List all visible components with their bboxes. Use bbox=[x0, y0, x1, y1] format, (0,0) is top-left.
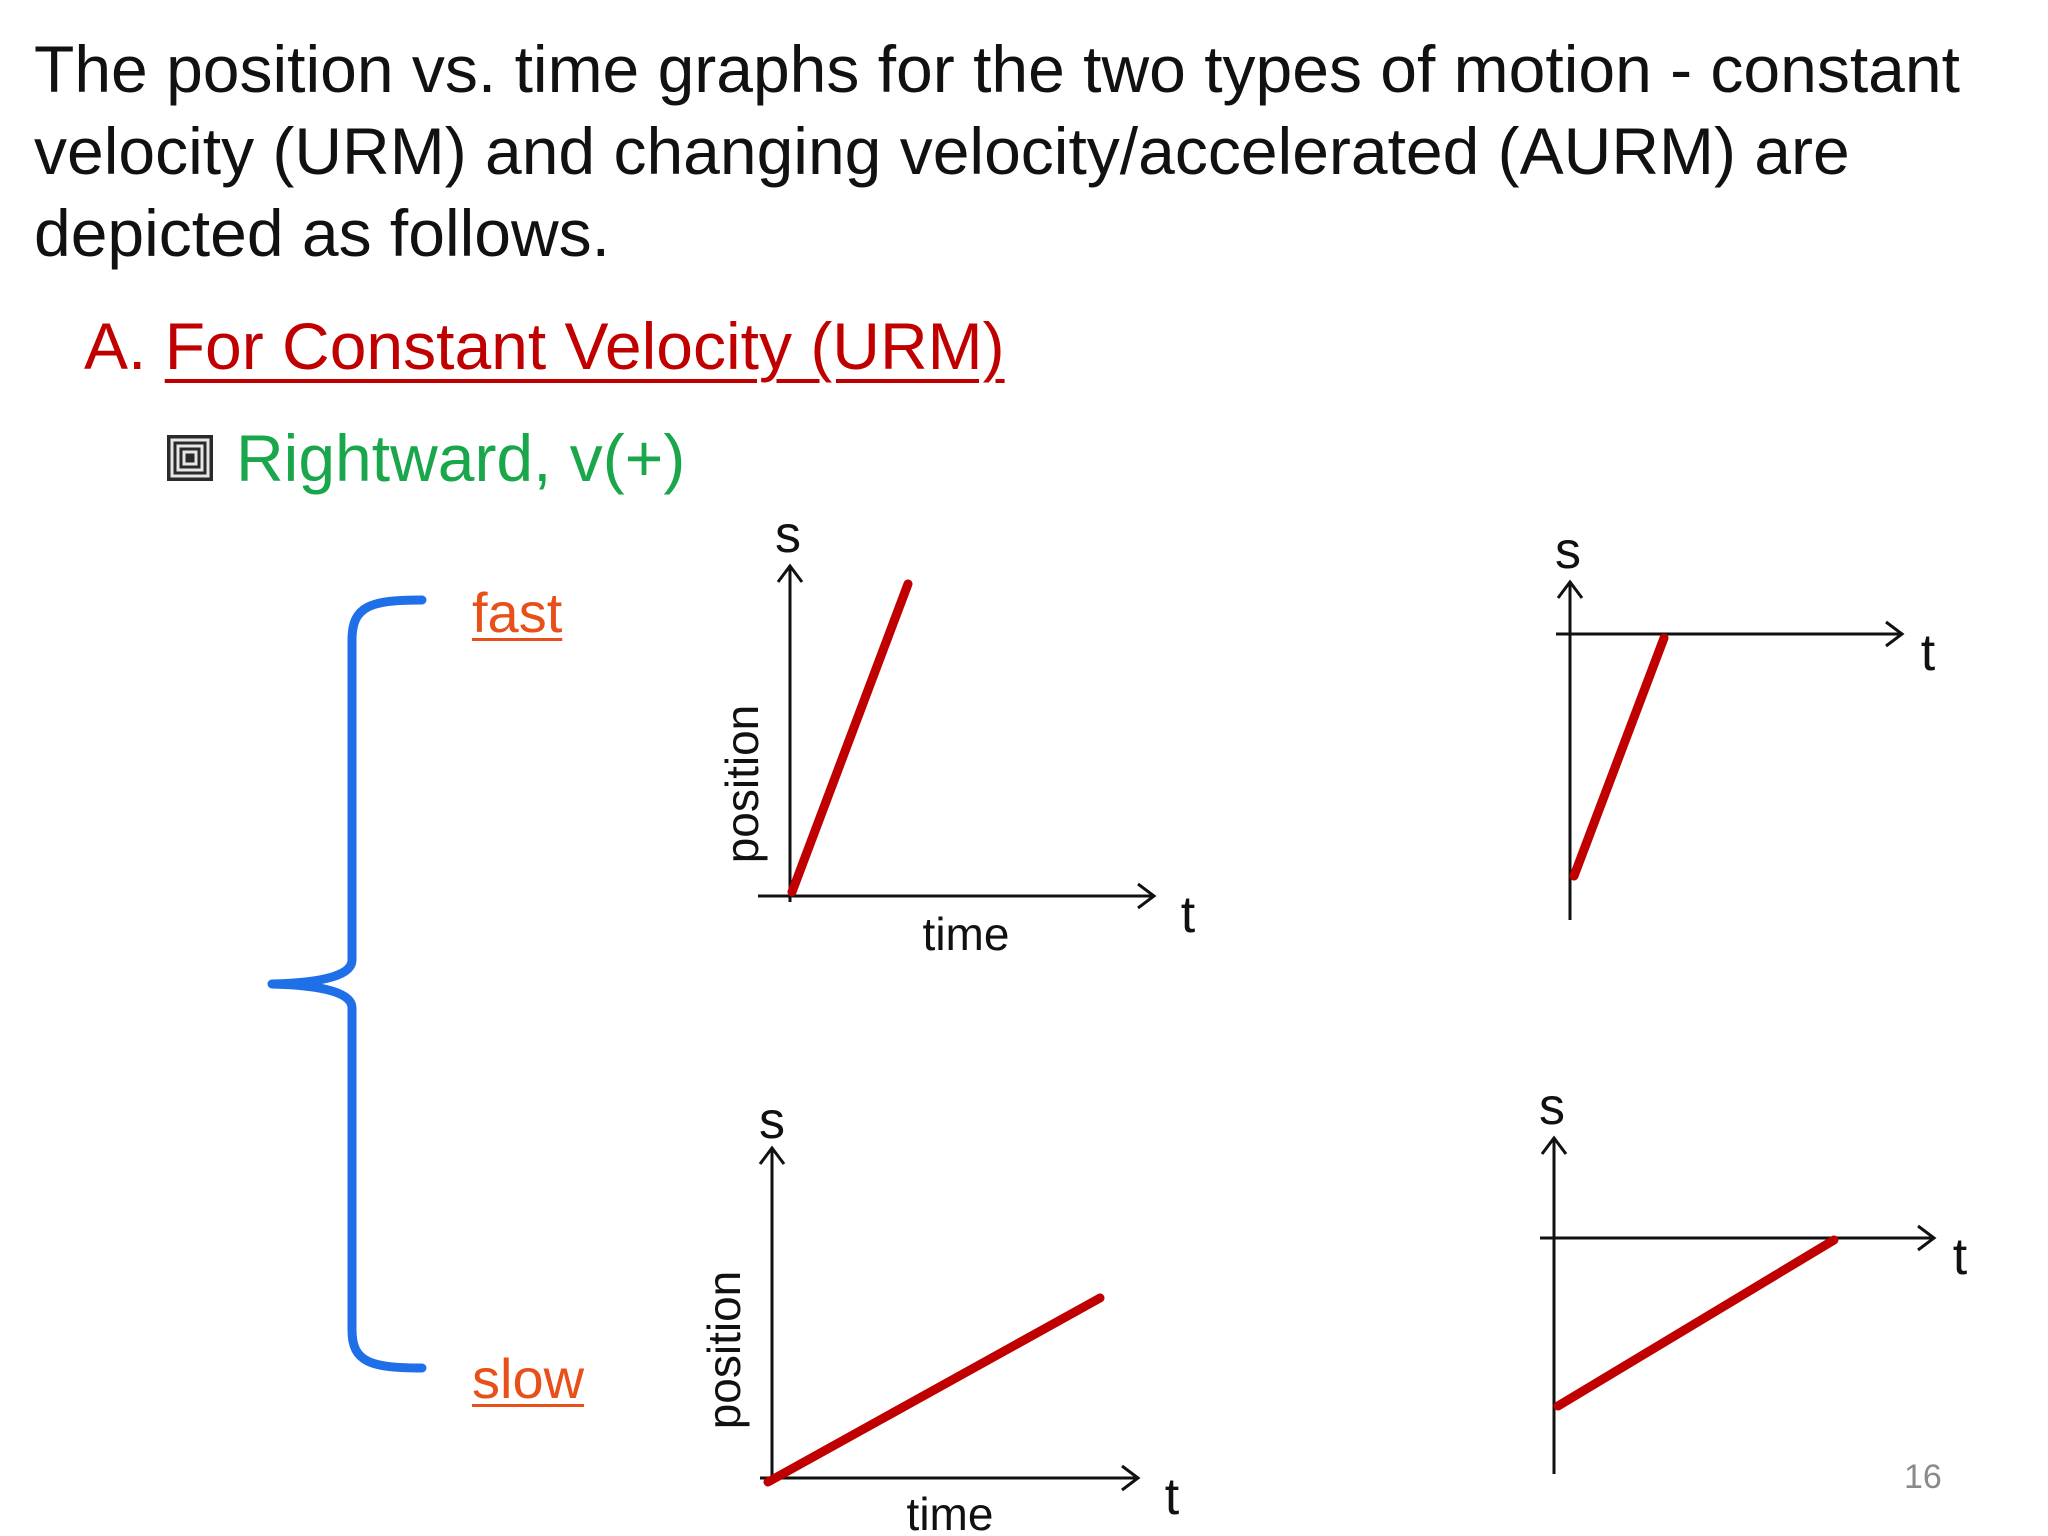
x-axis-letter: t bbox=[1165, 1468, 1180, 1526]
bullet-item: Rightward, v(+) bbox=[166, 418, 685, 498]
slide-number: 16 bbox=[1904, 1458, 1942, 1496]
y-axis-letter: s bbox=[1539, 1078, 1565, 1136]
y-axis-arrow bbox=[1556, 579, 1584, 599]
x-axis-arrow bbox=[1885, 620, 1905, 648]
x-axis-letter: t bbox=[1181, 886, 1196, 944]
section-letter: A. bbox=[84, 309, 147, 383]
square-spiral-bullet-icon bbox=[167, 435, 213, 481]
x-axis-arrow bbox=[1137, 882, 1157, 910]
intro-paragraph: The position vs. time graphs for the two… bbox=[34, 32, 1960, 270]
y-axis-arrow bbox=[1540, 1135, 1568, 1155]
motion-line bbox=[787, 579, 913, 897]
y-axis-label: position bbox=[698, 1271, 750, 1430]
y-axis-arrow bbox=[758, 1145, 786, 1165]
y-axis-letter: s bbox=[775, 506, 801, 564]
section-title: For Constant Velocity (URM) bbox=[164, 309, 1005, 383]
fast-label: fast bbox=[472, 581, 563, 644]
y-axis-letter: s bbox=[1555, 522, 1581, 580]
x-axis-letter: t bbox=[1953, 1228, 1968, 1286]
x-axis-letter: t bbox=[1921, 624, 1936, 682]
x-axis-label: time bbox=[907, 1488, 994, 1536]
y-axis-label: position bbox=[716, 705, 768, 864]
motion-line bbox=[763, 1293, 1105, 1487]
y-axis-arrow bbox=[776, 563, 804, 583]
motion-line bbox=[1569, 633, 1669, 881]
motion-line bbox=[1553, 1235, 1839, 1411]
x-axis-label: time bbox=[923, 908, 1010, 960]
x-axis-arrow bbox=[1121, 1464, 1141, 1492]
y-axis-letter: s bbox=[759, 1092, 785, 1150]
slow-label: slow bbox=[472, 1347, 585, 1410]
bullet-text: Rightward, v(+) bbox=[236, 421, 686, 495]
x-axis-arrow bbox=[1917, 1224, 1937, 1252]
section-heading: A. For Constant Velocity (URM) bbox=[84, 306, 1005, 386]
